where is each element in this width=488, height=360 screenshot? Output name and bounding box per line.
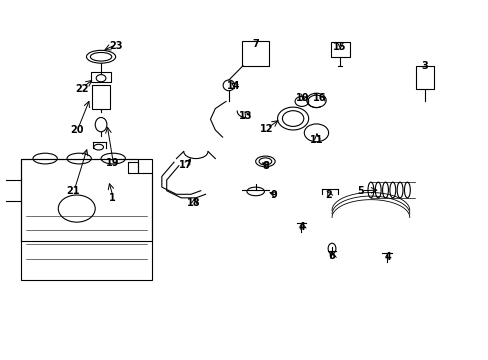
Text: 7: 7 [252, 39, 259, 49]
Text: 9: 9 [270, 190, 277, 200]
Text: 4: 4 [384, 252, 390, 262]
Text: 15: 15 [332, 42, 346, 52]
Text: 13: 13 [239, 111, 252, 121]
Bar [92, 85, 110, 109]
Text: 8: 8 [262, 161, 268, 171]
Text: 16: 16 [312, 93, 326, 103]
Text: 2: 2 [324, 190, 331, 200]
Text: 20: 20 [70, 125, 83, 135]
Text: 5: 5 [356, 186, 363, 197]
Text: 10: 10 [296, 93, 309, 103]
Text: 22: 22 [75, 84, 88, 94]
Bar [242, 41, 268, 66]
Text: 18: 18 [186, 198, 200, 208]
Text: 23: 23 [109, 41, 122, 51]
Text: 1: 1 [109, 193, 115, 203]
Bar [91, 72, 111, 82]
Bar [330, 42, 349, 57]
Text: 21: 21 [66, 186, 80, 197]
Text: 11: 11 [309, 135, 323, 145]
Text: 3: 3 [420, 61, 427, 71]
Text: 14: 14 [226, 81, 240, 91]
Text: 17: 17 [179, 160, 192, 170]
Bar [21, 158, 152, 280]
Text: 12: 12 [259, 124, 273, 134]
Text: 6: 6 [328, 251, 335, 261]
Text: 19: 19 [105, 158, 119, 168]
Text: 4: 4 [298, 222, 305, 232]
Bar [415, 66, 433, 89]
